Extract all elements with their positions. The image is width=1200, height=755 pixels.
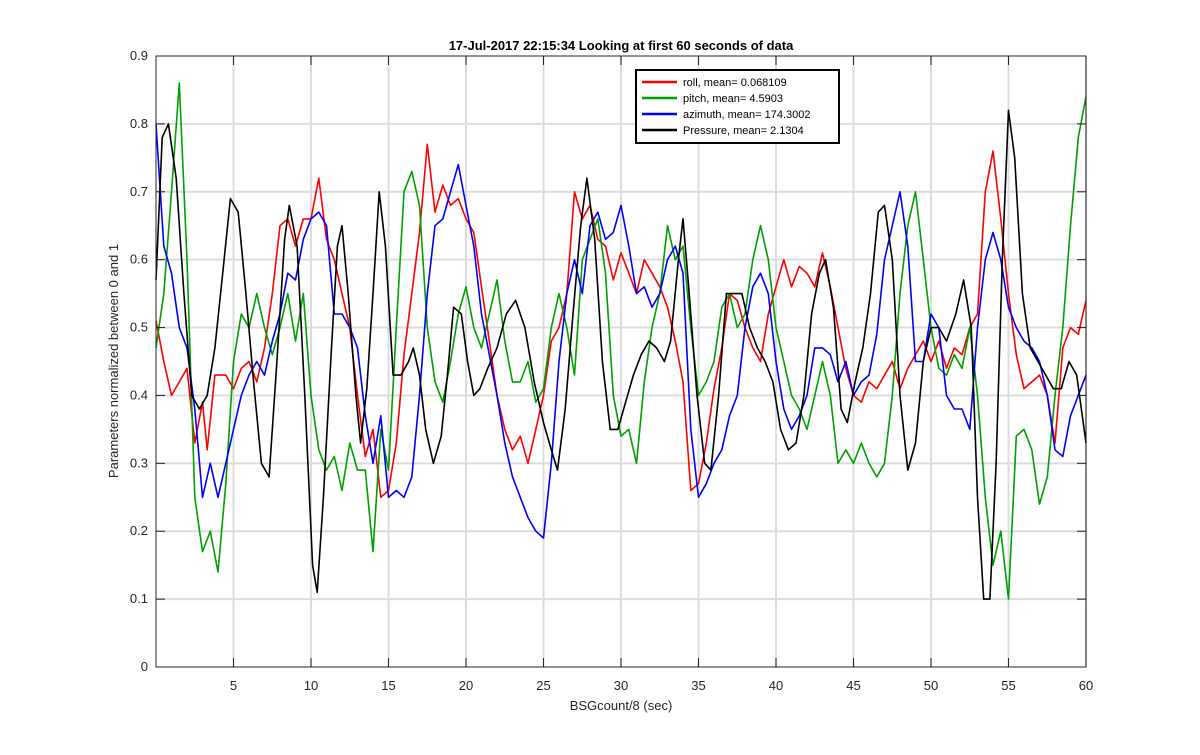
y-tick-label: 0.6 [130, 252, 148, 267]
x-tick-label: 25 [536, 678, 550, 693]
y-tick-label: 0 [141, 659, 148, 674]
series-lines [155, 82, 1087, 600]
axis-ticks [156, 55, 1087, 668]
legend-label-1: roll, mean= 0.068109 [683, 77, 787, 89]
x-tick-label: 15 [381, 678, 395, 693]
x-tick-label: 20 [459, 678, 473, 693]
x-tick-label: 55 [1001, 678, 1015, 693]
x-tick-label: 40 [769, 678, 783, 693]
y-tick-label: 0.7 [130, 184, 148, 199]
x-tick-label: 10 [304, 678, 318, 693]
legend-entries: roll, mean= 0.068109 pitch, mean= 4.5903 a… [642, 77, 811, 137]
x-tick-label: 35 [691, 678, 705, 693]
legend-label-2: pitch, mean= 4.5903 [683, 93, 783, 105]
legend-label-4: Pressure, mean= 2.1304 [683, 125, 804, 137]
y-tick-label: 0.4 [130, 387, 148, 402]
y-tick-label: 0.1 [130, 591, 148, 606]
y-tick-label: 0.5 [130, 320, 148, 335]
y-tick-label: 0.8 [130, 116, 148, 131]
x-tick-label: 45 [846, 678, 860, 693]
legend-label-3: azimuth, mean= 174.3002 [683, 109, 811, 121]
legend: roll, mean= 0.068109 pitch, mean= 4.5903 a… [635, 69, 840, 144]
tick-labels: 5 10 15 20 25 30 35 40 45 50 55 60 0 0.1 0.2 0.3 0.4 0.5 0… [130, 48, 1093, 693]
y-tick-label: 0.9 [130, 48, 148, 63]
x-axis-label: BSGcount/8 (sec) [570, 698, 673, 713]
y-tick-label: 0.2 [130, 523, 148, 538]
series-line-3 [155, 123, 1087, 539]
x-tick-label: 60 [1079, 678, 1093, 693]
x-tick-label: 5 [230, 678, 237, 693]
series-line-4 [155, 109, 1087, 600]
chart-title: 17-Jul-2017 22:15:34 Looking at first 60… [449, 38, 794, 53]
y-axis-label: Parameters normalized between 0 and 1 [106, 244, 121, 478]
x-tick-label: 50 [924, 678, 938, 693]
x-tick-label: 30 [614, 678, 628, 693]
y-tick-label: 0.3 [130, 455, 148, 470]
